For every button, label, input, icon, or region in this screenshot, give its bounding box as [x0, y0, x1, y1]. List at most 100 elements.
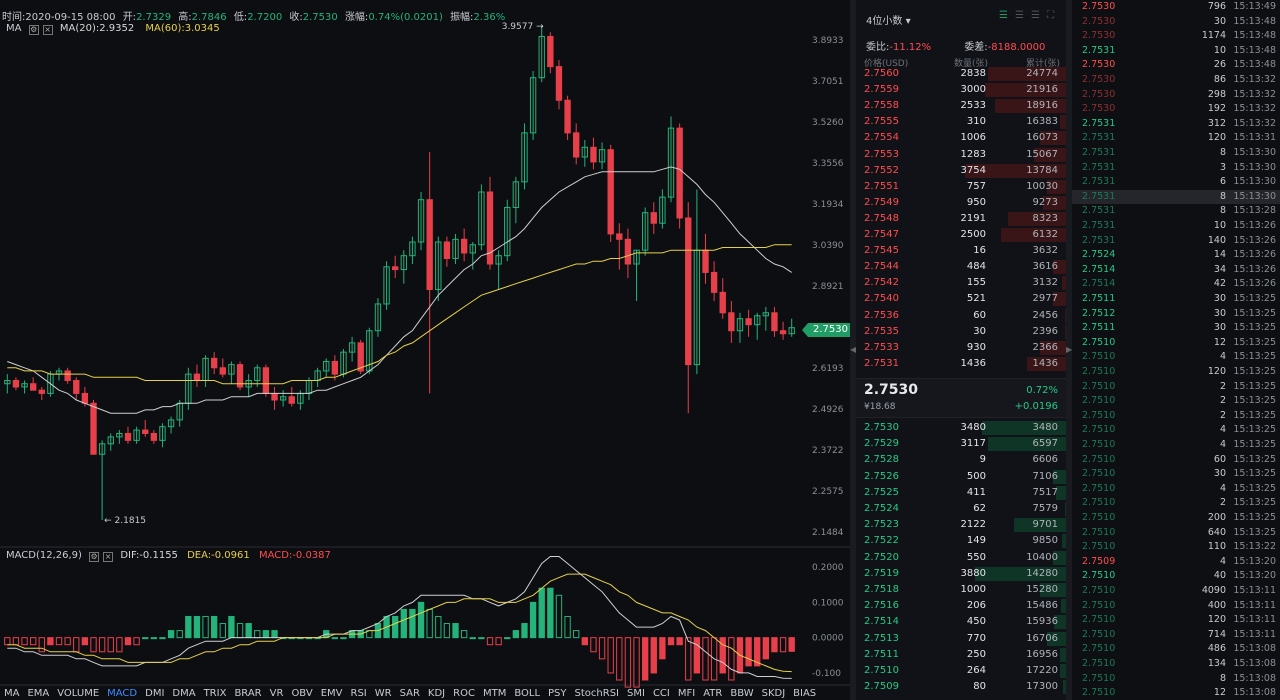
trade-qty: 30	[1213, 307, 1226, 319]
book-both-icon[interactable]: ☰	[999, 10, 1008, 21]
precision-select[interactable]: 4位小数 ▾	[866, 12, 911, 27]
indicator-tab[interactable]: StochRSI	[574, 687, 619, 699]
indicator-tab[interactable]: VR	[269, 687, 284, 699]
indicator-tab[interactable]: ROC	[453, 687, 475, 699]
trade-row: 2.7510 714 15:13:11	[1072, 628, 1280, 643]
ask-row[interactable]: 2.7549 950 9273	[856, 195, 1066, 211]
indicator-tab[interactable]: ATR	[703, 687, 723, 699]
bid-row[interactable]: 2.7518 1000 15280	[856, 582, 1066, 598]
trade-price: 2.7510	[1082, 380, 1116, 392]
ask-row[interactable]: 2.7555 310 16383	[856, 114, 1066, 130]
trade-time: 15:13:25	[1233, 380, 1276, 392]
depth-bar	[988, 67, 1066, 81]
book-scrollbar[interactable]: ▶	[1066, 0, 1072, 700]
indicator-tab[interactable]: BRAR	[234, 687, 262, 699]
indicator-tab[interactable]: VOLUME	[57, 687, 100, 699]
candle-body	[779, 330, 787, 335]
ask-row[interactable]: 2.7542 155 3132	[856, 275, 1066, 291]
indicator-tab[interactable]: SAR	[399, 687, 420, 699]
bid-row[interactable]: 2.7513 770 16706	[856, 631, 1066, 647]
indicator-tab[interactable]: DMA	[172, 687, 196, 699]
ask-row[interactable]: 2.7554 1006 16073	[856, 130, 1066, 146]
settings-icon[interactable]: ⚙	[28, 25, 39, 35]
candle-body	[400, 255, 407, 271]
indicator-tab[interactable]: PSY	[548, 687, 567, 699]
indicator-tab[interactable]: MTM	[482, 687, 507, 699]
ask-row[interactable]: 2.7535 30 2396	[856, 324, 1066, 340]
trade-price: 2.7530	[1082, 88, 1116, 100]
kline-chart-panel[interactable]: 时间:2020-09-15 08:00 开:2.7329 高:2.7846 低:…	[0, 0, 850, 700]
close-icon[interactable]: ×	[103, 552, 114, 562]
book-asks-icon[interactable]: ☰	[1031, 10, 1040, 21]
indicator-tab[interactable]: OBV	[291, 687, 313, 699]
indicator-tab[interactable]: KDJ	[427, 687, 446, 699]
settings-icon[interactable]: ⚙	[89, 552, 100, 562]
ask-row[interactable]: 2.7545 16 3632	[856, 243, 1066, 259]
order-price: 2.7519	[864, 567, 899, 579]
indicator-tab[interactable]: EMV	[320, 687, 343, 699]
bid-row[interactable]: 2.7529 3117 6597	[856, 436, 1066, 452]
bid-row[interactable]: 2.7519 3880 14280	[856, 566, 1066, 582]
close-icon[interactable]: ×	[42, 25, 53, 35]
bid-row[interactable]: 2.7511 250 16956	[856, 647, 1066, 663]
ask-row[interactable]: 2.7558 2533 18916	[856, 98, 1066, 114]
bid-row[interactable]: 2.7510 264 17220	[856, 663, 1066, 679]
ask-row[interactable]: 2.7533 930 2366	[856, 340, 1066, 356]
candle-body	[73, 380, 80, 394]
indicator-tab[interactable]: SMI	[627, 687, 645, 699]
indicator-tab[interactable]: BIAS	[793, 687, 817, 699]
bid-row[interactable]: 2.7514 450 15936	[856, 614, 1066, 630]
order-qty: 149	[966, 535, 986, 547]
ask-row[interactable]: 2.7540 521 2977	[856, 291, 1066, 307]
bid-row[interactable]: 2.7523 2122 9701	[856, 517, 1066, 533]
bid-row[interactable]: 2.7525 411 7517	[856, 485, 1066, 501]
expand-icon[interactable]: ⛶	[1047, 10, 1054, 21]
bid-row[interactable]: 2.7509 80 17300	[856, 679, 1066, 695]
macd-bar	[4, 637, 11, 646]
bid-row[interactable]: 2.7516 206 15486	[856, 598, 1066, 614]
order-price: 2.7509	[864, 681, 899, 693]
ask-row[interactable]: 2.7551 757 10030	[856, 179, 1066, 195]
indicator-tab[interactable]: BOLL	[514, 687, 541, 699]
candle-body	[460, 238, 468, 254]
indicator-tab[interactable]: TRIX	[203, 687, 227, 699]
ask-row[interactable]: 2.7553 1283 15067	[856, 147, 1066, 163]
ask-row[interactable]: 2.7559 3000 21916	[856, 82, 1066, 98]
indicator-tab[interactable]: SKDJ	[761, 687, 786, 699]
ask-row[interactable]: 2.7560 2838 24774	[856, 66, 1066, 82]
indicator-tab[interactable]: CCI	[652, 687, 670, 699]
chart-canvas[interactable]: 3.8933 3.7051 3.5260 3.3556 3.1934 3.0390 2.89…	[0, 0, 850, 700]
panel-splitter[interactable]: ◀	[850, 0, 856, 700]
ask-row[interactable]: 2.7536 60 2456	[856, 308, 1066, 324]
ask-row[interactable]: 2.7547 2500 6132	[856, 227, 1066, 243]
book-bids-icon[interactable]: ☰	[1015, 10, 1024, 21]
ask-row[interactable]: 2.7531 1436 1436	[856, 356, 1066, 372]
trade-price: 2.7510	[1082, 687, 1116, 699]
bid-row[interactable]: 2.7530 3480 3480	[856, 420, 1066, 436]
indicator-tab[interactable]: MFI	[677, 687, 696, 699]
ask-row[interactable]: 2.7544 484 3616	[856, 259, 1066, 275]
bid-row[interactable]: 2.7524 62 7579	[856, 501, 1066, 517]
depth-bar	[1059, 664, 1066, 678]
bid-row[interactable]: 2.7522 149 9850	[856, 533, 1066, 549]
indicator-tab[interactable]: WR	[374, 687, 392, 699]
indicator-tab[interactable]: MACD	[107, 687, 138, 699]
order-total: 24774	[1026, 68, 1058, 79]
trade-price: 2.7531	[1082, 132, 1116, 144]
ask-row[interactable]: 2.7548 2191 8323	[856, 211, 1066, 227]
bid-row[interactable]: 2.7520 550 10400	[856, 550, 1066, 566]
collapse-arrow-icon[interactable]: ◀	[850, 345, 857, 354]
macd-bar	[159, 637, 166, 640]
bid-row[interactable]: 2.7526 500 7106	[856, 469, 1066, 485]
collapse-arrow-icon[interactable]: ▶	[1066, 345, 1073, 354]
indicator-tab[interactable]: RSI	[350, 687, 367, 699]
indicator-tab[interactable]: DMI	[145, 687, 165, 699]
bid-row[interactable]: 2.7528 9 6606	[856, 452, 1066, 468]
trade-price: 2.7510	[1082, 628, 1116, 640]
macd-bar	[340, 637, 347, 640]
indicator-tab[interactable]: EMA	[27, 687, 50, 699]
trade-qty: 60	[1213, 453, 1226, 465]
indicator-tab[interactable]: BBW	[730, 687, 754, 699]
indicator-tab[interactable]: MA	[4, 687, 20, 699]
ask-row[interactable]: 2.7552 3754 13784	[856, 163, 1066, 179]
